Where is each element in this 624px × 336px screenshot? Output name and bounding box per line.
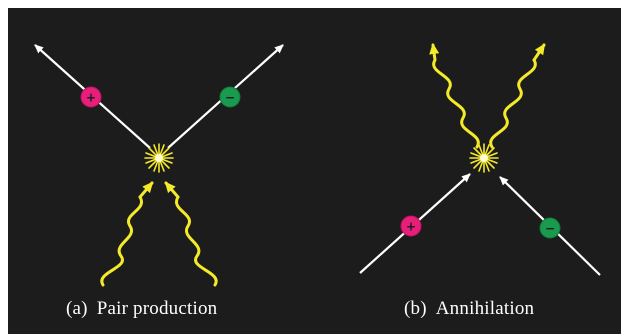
minus-circle-icon: − xyxy=(539,217,561,239)
plus-circle-icon: + xyxy=(80,86,102,108)
starburst-icon xyxy=(469,143,499,173)
caption-pair-production: (a) Pair production xyxy=(66,298,217,320)
incoming-photon-left xyxy=(100,181,154,287)
incoming-photon-right xyxy=(164,181,218,287)
caption-tag: (a) xyxy=(66,298,88,319)
minus-circle-icon: − xyxy=(219,86,241,108)
electron-sign: − xyxy=(225,91,235,105)
caption-text: Pair production xyxy=(96,298,218,319)
electron-sign: − xyxy=(545,222,555,236)
positron-sign: + xyxy=(86,91,96,105)
plus-circle-icon: + xyxy=(400,215,422,237)
annihilation-diagram: + − xyxy=(359,43,601,276)
positron-sign: + xyxy=(406,220,416,234)
pair-production-diagram: + − xyxy=(34,44,284,287)
starburst-icon xyxy=(144,143,174,173)
outgoing-photon-left xyxy=(429,43,480,149)
caption-text: Annihilation xyxy=(435,298,535,319)
diagram-panel xyxy=(8,8,621,334)
caption-annihilation: (b) Annihilation xyxy=(404,298,534,320)
caption-tag: (b) xyxy=(404,298,427,319)
outgoing-photon-right xyxy=(489,43,546,149)
